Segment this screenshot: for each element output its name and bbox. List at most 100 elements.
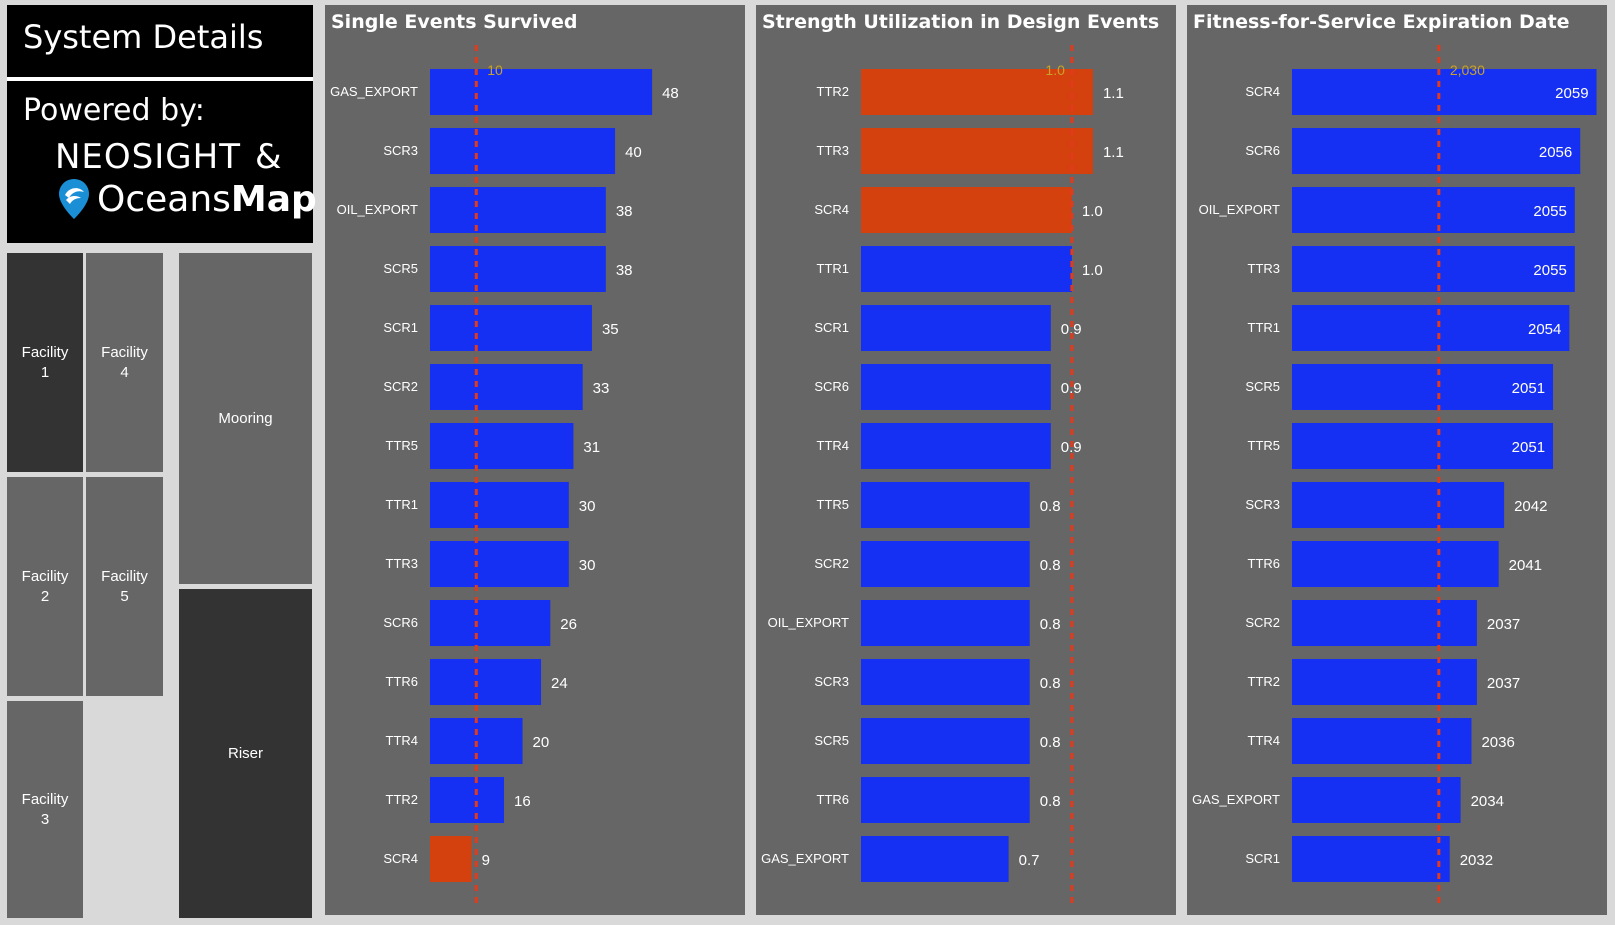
bar[interactable]	[861, 541, 1030, 587]
tile-facility-2[interactable]: Facility 2	[7, 477, 83, 696]
bar[interactable]	[1292, 718, 1472, 764]
bar[interactable]	[430, 482, 569, 528]
value-label: 31	[583, 439, 600, 456]
bar[interactable]	[430, 541, 569, 587]
bar[interactable]	[1292, 836, 1450, 882]
value-label: 9	[482, 852, 490, 869]
tile-facility-5[interactable]: Facility 5	[86, 477, 163, 696]
bar[interactable]	[1292, 305, 1570, 351]
bar[interactable]	[861, 718, 1030, 764]
bar[interactable]	[430, 423, 574, 469]
bar[interactable]	[861, 600, 1030, 646]
tile-facility-4[interactable]: Facility 4	[86, 253, 163, 472]
value-label: 0.8	[1040, 616, 1061, 633]
neosight-wordmark: NEOSIGHT	[55, 137, 241, 177]
value-label: 2056	[1539, 144, 1572, 161]
bar[interactable]	[430, 659, 542, 705]
tile-riser[interactable]: Riser	[179, 589, 312, 918]
bar[interactable]	[430, 836, 472, 882]
tile-label: Riser	[227, 744, 263, 762]
bar[interactable]	[430, 364, 583, 410]
bar[interactable]	[861, 246, 1072, 292]
value-label: 0.8	[1040, 734, 1061, 751]
powered-by-panel: Powered by: NEOSIGHT & Oceans Map	[7, 81, 317, 243]
strength-utilization-chart: TTR2 1.1 TTR3 1.1 SCR4 1.0 TTR1 1.0 SCR1 0.9 SCR6 0…	[761, 45, 1124, 906]
value-label: 0.8	[1040, 675, 1061, 692]
category-label: GAS_EXPORT	[761, 851, 849, 866]
bar[interactable]	[1292, 600, 1477, 646]
chart-title: Single Events Survived	[331, 11, 578, 33]
header-panel: System Details	[7, 5, 313, 78]
bar[interactable]	[1292, 423, 1554, 469]
bar[interactable]	[430, 305, 592, 351]
bar[interactable]	[430, 69, 653, 115]
bar[interactable]	[861, 423, 1051, 469]
value-label: 2036	[1481, 734, 1514, 751]
bar[interactable]	[1292, 777, 1461, 823]
bar[interactable]	[430, 187, 606, 233]
category-label: SCR2	[814, 556, 849, 571]
reference-line-label: 1.0	[1045, 62, 1065, 78]
bar[interactable]	[861, 777, 1030, 823]
category-label: TTR3	[1248, 261, 1281, 276]
bar[interactable]	[861, 69, 1093, 115]
bar[interactable]	[1292, 128, 1581, 174]
chart-title: Strength Utilization in Design Events	[762, 11, 1160, 33]
value-label: 2037	[1487, 616, 1520, 633]
fitness-expiration-chart: SCR4 2059 SCR6 2056 OIL_EXPORT 2055 TTR3 2055 TT…	[1192, 45, 1597, 906]
bar[interactable]	[1292, 69, 1597, 115]
value-label: 24	[551, 675, 568, 692]
category-label: SCR5	[1245, 379, 1280, 394]
oceansmap-pin-icon	[59, 179, 89, 219]
bar[interactable]	[1292, 541, 1499, 587]
value-label: 0.9	[1061, 380, 1082, 397]
tile-mooring[interactable]: Mooring	[179, 253, 312, 584]
category-label: SCR3	[383, 143, 418, 158]
category-label: SCR4	[814, 202, 849, 217]
category-label: SCR1	[1245, 851, 1280, 866]
bar[interactable]	[861, 128, 1093, 174]
value-label: 40	[625, 144, 642, 161]
reference-line-label: 2,030	[1450, 62, 1485, 78]
bar[interactable]	[430, 777, 505, 823]
bar[interactable]	[861, 659, 1030, 705]
value-label: 2041	[1509, 557, 1542, 574]
bar[interactable]	[861, 305, 1051, 351]
bar[interactable]	[430, 246, 606, 292]
category-label: SCR6	[1245, 143, 1280, 158]
bar[interactable]	[430, 128, 616, 174]
value-label: 1.0	[1082, 203, 1103, 220]
bar[interactable]	[1292, 482, 1505, 528]
value-label: 33	[593, 380, 610, 397]
bar[interactable]	[1292, 364, 1554, 410]
category-label: TTR1	[817, 261, 850, 276]
category-label: SCR1	[383, 320, 418, 335]
category-label: TTR6	[817, 792, 850, 807]
value-label: 1.1	[1103, 85, 1124, 102]
bar[interactable]	[861, 187, 1072, 233]
category-label: TTR3	[817, 143, 850, 158]
page-title: System Details	[23, 18, 264, 56]
category-label: SCR5	[814, 733, 849, 748]
powered-by-label: Powered by:	[23, 93, 205, 128]
category-label: TTR1	[386, 497, 419, 512]
category-label: SCR6	[814, 379, 849, 394]
bar[interactable]	[861, 364, 1051, 410]
category-label: SCR1	[814, 320, 849, 335]
category-label: TTR6	[1248, 556, 1281, 571]
tile-label: Facility 1	[21, 343, 69, 381]
bar[interactable]	[1292, 187, 1575, 233]
bar[interactable]	[1292, 659, 1477, 705]
value-label: 1.0	[1082, 262, 1103, 279]
bar[interactable]	[430, 600, 551, 646]
category-label: OIL_EXPORT	[1199, 202, 1280, 217]
category-label: SCR3	[814, 674, 849, 689]
tile-facility-1[interactable]: Facility 1	[7, 253, 83, 472]
tile-facility-3[interactable]: Facility 3	[7, 701, 83, 918]
bar[interactable]	[861, 482, 1030, 528]
bar[interactable]	[861, 836, 1009, 882]
bar[interactable]	[1292, 246, 1575, 292]
category-label: TTR4	[1248, 733, 1281, 748]
value-label: 30	[579, 498, 596, 515]
category-label: TTR2	[386, 792, 419, 807]
